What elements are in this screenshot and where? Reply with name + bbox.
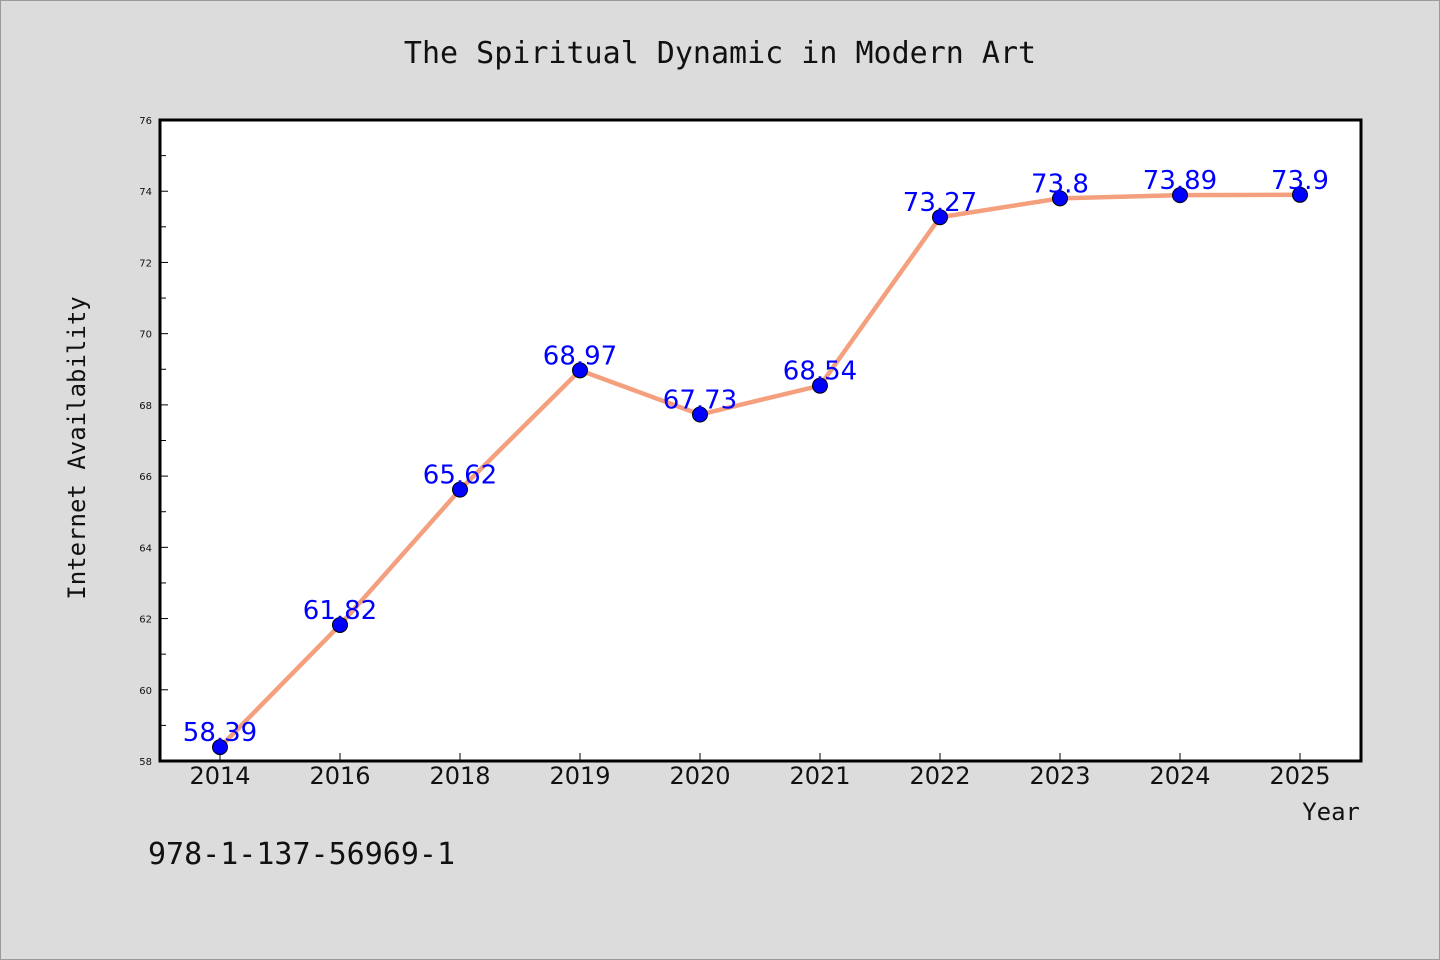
data-label: 67.73 bbox=[663, 386, 737, 416]
data-label: 68.54 bbox=[783, 357, 857, 387]
data-point bbox=[212, 739, 228, 756]
plot-area bbox=[158, 118, 1363, 763]
data-label: 68.97 bbox=[543, 341, 617, 371]
y-tick-label: 72 bbox=[139, 258, 152, 269]
x-tick-label: 2018 bbox=[429, 762, 490, 790]
data-point bbox=[932, 209, 948, 226]
x-tick-label: 2022 bbox=[909, 762, 970, 790]
data-label: 65.62 bbox=[423, 461, 497, 491]
x-tick-label: 2020 bbox=[669, 762, 730, 790]
series-line bbox=[218, 192, 1301, 749]
x-tick-label: 2024 bbox=[1149, 762, 1210, 790]
data-point bbox=[452, 481, 468, 498]
series-line-group bbox=[218, 192, 1301, 749]
y-tick-label: 66 bbox=[139, 472, 152, 483]
y-axis-label: Internet Availability bbox=[63, 296, 91, 599]
data-label: 61.82 bbox=[303, 596, 377, 626]
data-point bbox=[812, 377, 828, 394]
x-tick-label: 2014 bbox=[189, 762, 250, 790]
data-label: 58.39 bbox=[183, 718, 257, 748]
series-markers bbox=[212, 186, 1308, 756]
x-axis-label: Year bbox=[1302, 798, 1360, 826]
data-point bbox=[1172, 187, 1188, 204]
y-tick-label: 60 bbox=[139, 686, 152, 697]
y-tick-label: 64 bbox=[139, 543, 152, 554]
x-tick-label: 2016 bbox=[309, 762, 370, 790]
x-tick-label: 2023 bbox=[1029, 762, 1090, 790]
data-label: 73.9 bbox=[1271, 166, 1329, 196]
y-tick-label: 68 bbox=[139, 401, 152, 412]
data-point bbox=[1052, 190, 1068, 207]
y-tick-label: 70 bbox=[139, 330, 152, 341]
y-tick-label: 76 bbox=[139, 116, 152, 127]
x-tick-label: 2019 bbox=[549, 762, 610, 790]
y-tick-label: 74 bbox=[139, 187, 152, 198]
y-tick-label: 62 bbox=[139, 615, 152, 626]
data-point bbox=[1292, 186, 1308, 203]
chart-title: The Spiritual Dynamic in Modern Art bbox=[404, 36, 1036, 71]
data-labels: 58.39 61.82 65.62 68.97 67.73 68.54 73.27 73.8 7… bbox=[183, 166, 1329, 748]
data-label: 73.27 bbox=[903, 188, 977, 218]
y-axis-ticks: 58 60 62 64 66 68 70 72 74 76 bbox=[139, 116, 168, 768]
data-label: 73.89 bbox=[1143, 166, 1217, 196]
x-tick-label: 2025 bbox=[1269, 762, 1330, 790]
data-point bbox=[332, 616, 348, 633]
data-point bbox=[692, 406, 708, 423]
x-tick-label: 2021 bbox=[789, 762, 850, 790]
data-label: 73.8 bbox=[1031, 169, 1089, 199]
isbn-text: 978-1-137-56969-1 bbox=[148, 837, 455, 872]
x-axis-ticks: 2014 2016 2018 2019 2020 2021 2022 2023 2024 2025 bbox=[189, 753, 1331, 790]
data-point bbox=[572, 362, 588, 379]
y-tick-label: 58 bbox=[139, 757, 152, 768]
